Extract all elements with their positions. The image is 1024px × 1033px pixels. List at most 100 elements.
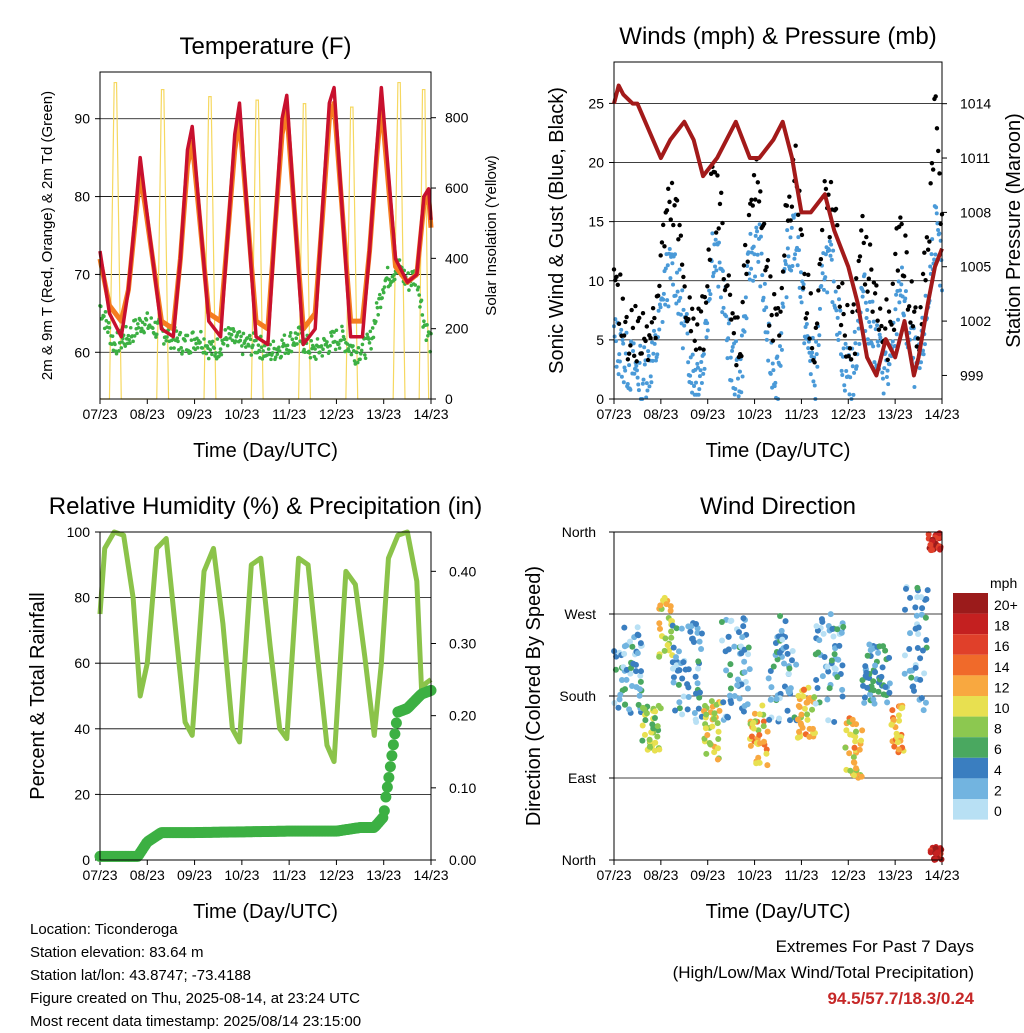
direction-point	[724, 713, 731, 720]
wind-point	[912, 385, 917, 390]
wind-point	[875, 339, 880, 344]
direction-point	[629, 643, 636, 650]
direction-point	[687, 628, 694, 635]
direction-point	[779, 636, 786, 643]
direction-point	[740, 615, 747, 622]
x-tick-label: 11/23	[272, 406, 306, 422]
direction-point	[741, 669, 748, 676]
gust-point	[682, 284, 687, 289]
direction-point	[907, 594, 914, 601]
wind-point	[873, 327, 878, 332]
direction-point	[850, 759, 857, 766]
gust-point	[735, 315, 740, 320]
y-tick-label: 80	[74, 590, 90, 606]
colorbar-swatch	[953, 696, 988, 717]
direction-point	[676, 705, 683, 712]
direction-point	[917, 655, 924, 662]
direction-point	[714, 745, 721, 752]
wind-point	[697, 387, 702, 392]
direction-point	[718, 619, 725, 626]
direction-point	[736, 695, 743, 702]
gust-point	[765, 258, 771, 263]
direction-point	[656, 653, 663, 660]
dewpoint-point	[106, 330, 110, 335]
gust-point	[620, 296, 626, 301]
dewpoint-point	[117, 348, 121, 353]
wind-point	[847, 392, 852, 397]
wind-point	[744, 316, 749, 321]
wind-point	[903, 289, 908, 294]
direction-point	[782, 618, 789, 625]
gust-point	[688, 328, 694, 334]
direction-panel-axes: Wind Direction 07/23 08/23 09/23 10/23 11/23 1…	[523, 493, 960, 923]
wind-point	[840, 354, 845, 359]
gust-point	[650, 305, 656, 311]
y2-tick-label: 800	[445, 110, 469, 126]
wind-point	[625, 381, 630, 386]
wind-point	[894, 292, 899, 297]
dewpoint-point	[270, 351, 275, 355]
x-tick-label: 07/23	[596, 867, 631, 883]
direction-point	[746, 666, 753, 673]
gust-point	[777, 333, 782, 338]
dewpoint-point	[419, 298, 424, 303]
x-tick-label: 10/23	[737, 406, 772, 422]
wind-point	[833, 289, 838, 294]
direction-point	[760, 718, 767, 725]
direction-point	[725, 633, 732, 640]
wind-point	[839, 368, 844, 373]
wind-point	[690, 352, 695, 357]
wind-point	[840, 372, 845, 377]
wind-point	[614, 364, 619, 369]
gust-point	[816, 288, 821, 293]
gust-point	[885, 357, 890, 362]
precip-point	[384, 761, 396, 773]
gust-point	[798, 227, 803, 232]
colorbar-swatch	[953, 675, 988, 696]
gust-point	[883, 326, 888, 331]
dewpoint-point	[425, 323, 429, 327]
gust-point	[787, 194, 792, 199]
wind-point	[852, 370, 857, 375]
wind-point	[868, 324, 873, 329]
direction-point	[902, 585, 909, 592]
gust-point	[662, 244, 667, 249]
direction-point	[695, 665, 702, 672]
wind-point	[817, 333, 822, 338]
direction-point	[703, 711, 710, 718]
wind-point	[690, 390, 695, 395]
direction-point	[789, 648, 796, 655]
direction-point	[852, 738, 859, 745]
x-tick-label: 12/23	[831, 867, 866, 883]
direction-point	[882, 647, 889, 654]
dewpoint-point	[110, 334, 115, 338]
dewpoint-point	[371, 335, 376, 340]
direction-point	[765, 675, 772, 682]
dewpoint-point	[360, 342, 365, 347]
wind-point	[875, 323, 880, 328]
direction-point	[773, 696, 780, 703]
direction-point	[924, 587, 931, 594]
y-tick-label: 90	[74, 111, 90, 127]
dewpoint-point	[313, 347, 317, 351]
wind-point	[831, 279, 836, 284]
direction-point	[919, 605, 926, 612]
direction-point	[781, 660, 788, 667]
wind-point	[841, 346, 846, 351]
direction-point	[637, 672, 644, 679]
wind-point	[702, 366, 707, 371]
direction-point	[756, 731, 763, 738]
direction-point	[629, 682, 636, 689]
precip-point	[383, 771, 395, 783]
dewpoint-point	[355, 350, 359, 355]
wind-point	[705, 321, 710, 326]
direction-point	[825, 717, 832, 724]
dewpoint-point	[321, 347, 325, 352]
wind-point	[930, 237, 935, 242]
direction-point	[751, 710, 758, 717]
wind-point	[745, 264, 750, 269]
wind-point	[652, 341, 657, 346]
gust-point	[806, 272, 811, 277]
direction-point	[934, 849, 941, 856]
gust-point	[848, 357, 854, 362]
